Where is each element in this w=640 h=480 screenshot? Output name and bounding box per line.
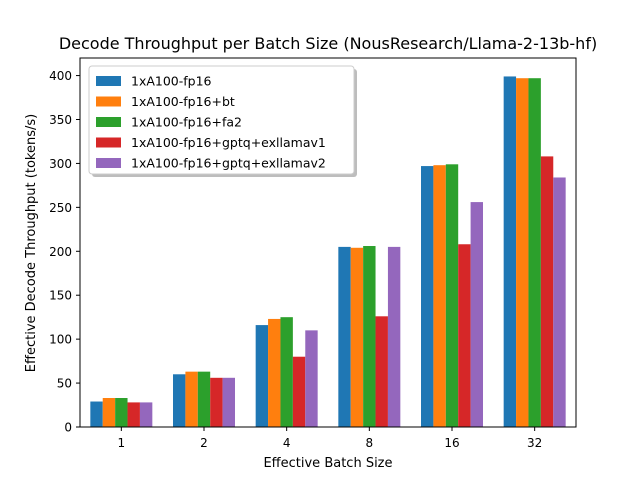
x-axis: 1 2 4 8 16 32 [118,427,542,450]
legend-label: 1xA100-fp16+fa2 [131,115,242,130]
legend: 1xA100-fp16 1xA100-fp16+bt 1xA100-fp16+fa2… [88,65,357,177]
y-tick-label: 150 [49,289,72,303]
chart-title: Decode Throughput per Batch Size (NousRe… [59,34,597,53]
bars-layer [90,76,566,428]
bar-3-2 [292,356,306,427]
legend-label: 1xA100-fp16+gptq+exllamav2 [131,156,326,171]
bar-4-3 [387,246,401,427]
x-tick-label: 32 [527,436,542,450]
x-tick-label: 8 [366,436,374,450]
x-tick-label: 1 [118,436,126,450]
y-axis-label: Effective Decode Throughput (tokens/s) [24,114,39,372]
legend-label: 1xA100-fp16+gptq+exllamav1 [131,135,326,150]
legend-box [88,65,355,175]
bar-2-1 [197,371,211,427]
bar-2-3 [363,246,376,427]
x-tick-label: 16 [444,436,459,450]
bar-4-0 [139,402,153,427]
bar-2-2 [280,317,293,427]
bar-1-0 [102,398,116,427]
bar-0-0 [90,401,103,427]
bar-3-1 [210,377,223,427]
bar-0-1 [173,374,186,427]
bar-0-4 [421,166,434,428]
y-tick-label: 0 [64,421,72,435]
y-tick-label: 300 [49,157,72,171]
x-tick-label: 4 [283,436,291,450]
x-axis-label: Effective Batch Size [263,456,392,471]
bar-1-4 [433,165,446,427]
bar-1-3 [350,247,364,427]
legend-label: 1xA100-fp16 [131,74,212,89]
y-tick-label: 200 [49,245,72,259]
y-tick-label: 250 [49,201,72,215]
bar-2-5 [528,78,541,427]
y-tick-label: 350 [49,113,72,127]
bar-3-3 [375,316,388,427]
legend-label: 1xA100-fp16+bt [131,94,235,109]
bar-1-2 [268,318,281,427]
legend-swatch [96,137,121,148]
x-tick-label: 2 [200,436,208,450]
legend-swatch [96,158,121,168]
legend-swatch [96,76,121,86]
bar-4-5 [553,177,566,427]
y-tick-label: 50 [57,377,72,391]
y-axis: 0 50 100 150 200 250 300 350 400 [49,69,80,435]
bar-4-1 [222,377,235,427]
legend-swatch [96,96,121,107]
legend-swatch [96,117,121,127]
bar-4-2 [305,330,318,427]
bar-2-4 [445,164,459,428]
bar-3-5 [540,156,554,427]
bar-2-0 [115,398,128,427]
bar-0-2 [255,325,269,427]
bar-0-3 [338,246,351,427]
bar-3-0 [127,402,140,427]
bar-1-1 [185,371,198,427]
bar-3-4 [458,244,471,427]
plot-frame [79,57,577,428]
bar-0-5 [503,76,517,427]
bar-4-4 [470,202,483,427]
y-tick-label: 400 [49,69,72,83]
y-tick-label: 100 [49,333,72,347]
bar-1-5 [516,78,529,427]
